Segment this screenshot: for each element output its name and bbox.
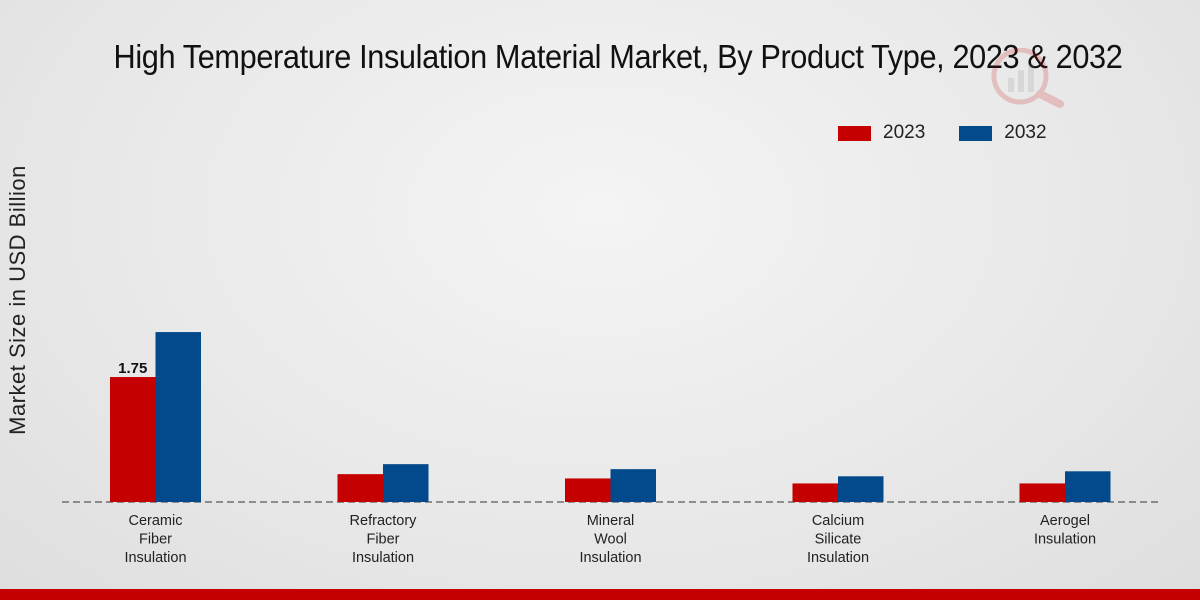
legend-item-2032: 2032: [959, 122, 1047, 144]
chart-title: High Temperature Insulation Material Mar…: [113, 38, 1123, 75]
legend-item-2023: 2023: [838, 122, 925, 144]
bar-2023-2: [565, 478, 611, 502]
bar-2023-4: [1019, 483, 1065, 502]
legend-swatch-2023: [838, 125, 871, 141]
chart-legend: 2023 2032: [838, 122, 1081, 144]
x-tick-label-4: Aerogel Insulation: [1034, 513, 1096, 548]
x-tick-label-0: Ceramic Fiber Insulation: [124, 513, 186, 566]
bar-2032-2: [610, 469, 656, 502]
x-tick-label-1: Refractory Fiber Insulation: [350, 513, 418, 566]
bar-2032-4: [1065, 471, 1111, 502]
bar-2032-0: [155, 332, 201, 502]
data-label-0: 1.75: [118, 360, 147, 377]
legend-swatch-2032: [959, 125, 993, 141]
legend-label-2032: 2032: [1004, 122, 1047, 143]
x-tick-label-2: Mineral Wool Insulation: [579, 513, 641, 566]
bar-2032-3: [838, 476, 884, 502]
bar-2023-3: [792, 483, 838, 502]
bar-2023-0: [110, 377, 156, 502]
footer-bar: [0, 589, 1200, 600]
legend-label-2023: 2023: [883, 122, 926, 143]
watermark-logo-icon: [990, 47, 1070, 115]
bar-2023-1: [337, 474, 383, 502]
x-tick-label-3: Calcium Silicate Insulation: [807, 513, 869, 566]
bar-2032-1: [383, 464, 429, 502]
